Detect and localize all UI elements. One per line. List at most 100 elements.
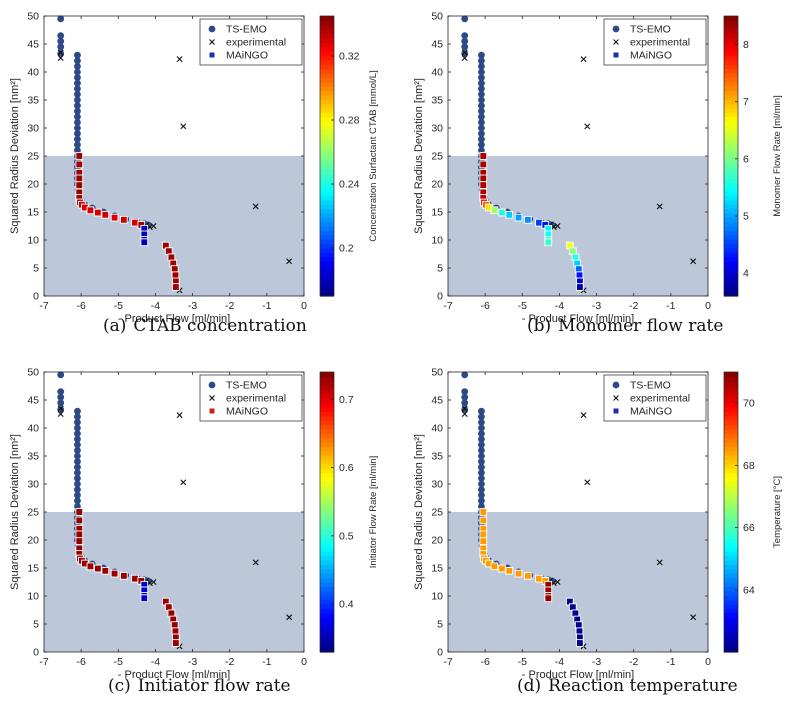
- experimental-point: [286, 258, 293, 265]
- maingo-point: [172, 639, 180, 647]
- ts-emo-point: [478, 424, 485, 432]
- y-tick-label: 20: [27, 179, 39, 191]
- ts-emo-point: [74, 497, 81, 505]
- ts-emo-point: [74, 68, 81, 76]
- colorbar-segment: [320, 398, 334, 404]
- colorbar-segment: [320, 112, 334, 118]
- ts-emo-point: [478, 447, 485, 454]
- colorbar-segment: [724, 208, 738, 214]
- colorbar-segment: [320, 529, 334, 535]
- colorbar-segment: [724, 265, 738, 271]
- colorbar-segment: [320, 164, 334, 170]
- colorbar-segment: [724, 129, 738, 135]
- colorbar-segment: [724, 239, 738, 245]
- colorbar-segment: [320, 134, 334, 140]
- colorbar-segment: [724, 64, 738, 70]
- colorbar-segment: [320, 160, 334, 166]
- colorbar-segment: [724, 603, 738, 609]
- y-tick-label: 40: [27, 67, 39, 79]
- colorbar-segment: [724, 625, 738, 631]
- colorbar-segment: [320, 103, 334, 109]
- ts-emo-point: [478, 91, 485, 98]
- experimental-point: [57, 411, 64, 417]
- ts-emo-point: [478, 119, 485, 126]
- colorbar-segment: [724, 529, 738, 535]
- experimental-mark-stroke: [286, 258, 293, 265]
- experimental-mark-stroke: [150, 223, 157, 229]
- colorbar-segment: [724, 55, 738, 61]
- colorbar: 64 66 68 70 Temperature [°C]: [723, 371, 783, 653]
- colorbar-segment: [724, 226, 738, 231]
- y-tick-label: 35: [431, 95, 443, 107]
- legend-entry-label: experimental: [226, 393, 286, 405]
- colorbar-segment: [724, 420, 738, 426]
- experimental-mark-stroke: [554, 579, 561, 585]
- colorbar-segment: [724, 221, 738, 227]
- colorbar-segment: [320, 638, 334, 644]
- ts-emo-point: [74, 96, 81, 104]
- ts-emo-point: [478, 57, 485, 65]
- ts-emo-point: [57, 371, 65, 379]
- colorbar-segment: [320, 625, 334, 631]
- colorbar-segment: [724, 230, 738, 236]
- experimental-mark-stroke: [180, 123, 187, 130]
- experimental-mark-stroke: [580, 412, 587, 419]
- legend-experimental-marker: [613, 39, 619, 45]
- colorbar-segment: [724, 247, 738, 253]
- x-tick-label: -6: [480, 656, 489, 668]
- ts-emo-point: [74, 57, 81, 65]
- colorbar-segment: [724, 542, 738, 548]
- ts-emo-point: [478, 486, 485, 493]
- experimental-mark-stroke: [656, 203, 663, 210]
- maingo-point: [110, 569, 119, 578]
- colorbar-tick-label: 8: [743, 39, 749, 51]
- colorbar-segment: [724, 393, 738, 399]
- colorbar-segment: [320, 599, 334, 605]
- x-tick-label: -4: [151, 656, 160, 668]
- maingo-point: [479, 181, 488, 189]
- experimental-mark-stroke: [461, 49, 468, 56]
- colorbar-segment: [320, 256, 334, 262]
- colorbar-segment: [724, 446, 738, 452]
- colorbar-segment: [320, 507, 334, 513]
- y-tick-label: 5: [437, 619, 443, 631]
- colorbar-segment: [320, 208, 334, 214]
- colorbar-segment: [320, 376, 334, 382]
- experimental-mark-stroke: [176, 56, 183, 63]
- colorbar-segment: [320, 99, 334, 105]
- ts-emo-point: [74, 79, 81, 87]
- x-axis-label: - Product Flow [ml/min]: [118, 313, 230, 325]
- colorbar-segment: [724, 33, 738, 39]
- chart-svg-d: -7 -6 -5 -4 -3 -2 -1 0 0 5 10 15 20 25 30 35 40 45 50 - Pro…: [413, 367, 783, 682]
- colorbar-segment: [724, 450, 738, 456]
- chart-panel-c: -7 -6 -5 -4 -3 -2 -1 0 0 5 10 15 20 25 30 35 40 45 50 - Pro…: [0, 356, 404, 713]
- ts-emo-point: [461, 50, 469, 57]
- maingo-point: [75, 181, 84, 189]
- experimental-mark-stroke: [252, 559, 259, 566]
- colorbar-tick-label: 0.7: [339, 394, 354, 406]
- y-tick-label: 50: [27, 367, 39, 379]
- ts-emo-point: [74, 135, 81, 143]
- maingo-point: [479, 152, 488, 160]
- maingo-point: [75, 508, 84, 516]
- colorbar-segment: [724, 204, 738, 210]
- colorbar-segment: [320, 485, 334, 491]
- maingo-point: [101, 210, 110, 219]
- ts-emo-point: [74, 458, 81, 465]
- x-tick-label: -6: [76, 656, 85, 668]
- colorbar-segment: [320, 577, 334, 583]
- ts-emo-point: [478, 463, 485, 471]
- colorbar-label: Monomer Flow Rate [ml/min]: [772, 95, 783, 216]
- experimental-point: [150, 223, 157, 229]
- colorbar-segment: [320, 182, 334, 188]
- colorbar-segment: [320, 442, 334, 447]
- experimental-point: [461, 405, 468, 412]
- colorbar-segment: [320, 72, 334, 78]
- ts-emo-point: [478, 419, 485, 426]
- ts-emo-point: [74, 430, 81, 437]
- experimental-mark-stroke: [57, 55, 64, 61]
- ts-emo-point: [478, 452, 485, 460]
- colorbar-segment: [320, 603, 334, 609]
- ts-emo-point: [57, 393, 65, 401]
